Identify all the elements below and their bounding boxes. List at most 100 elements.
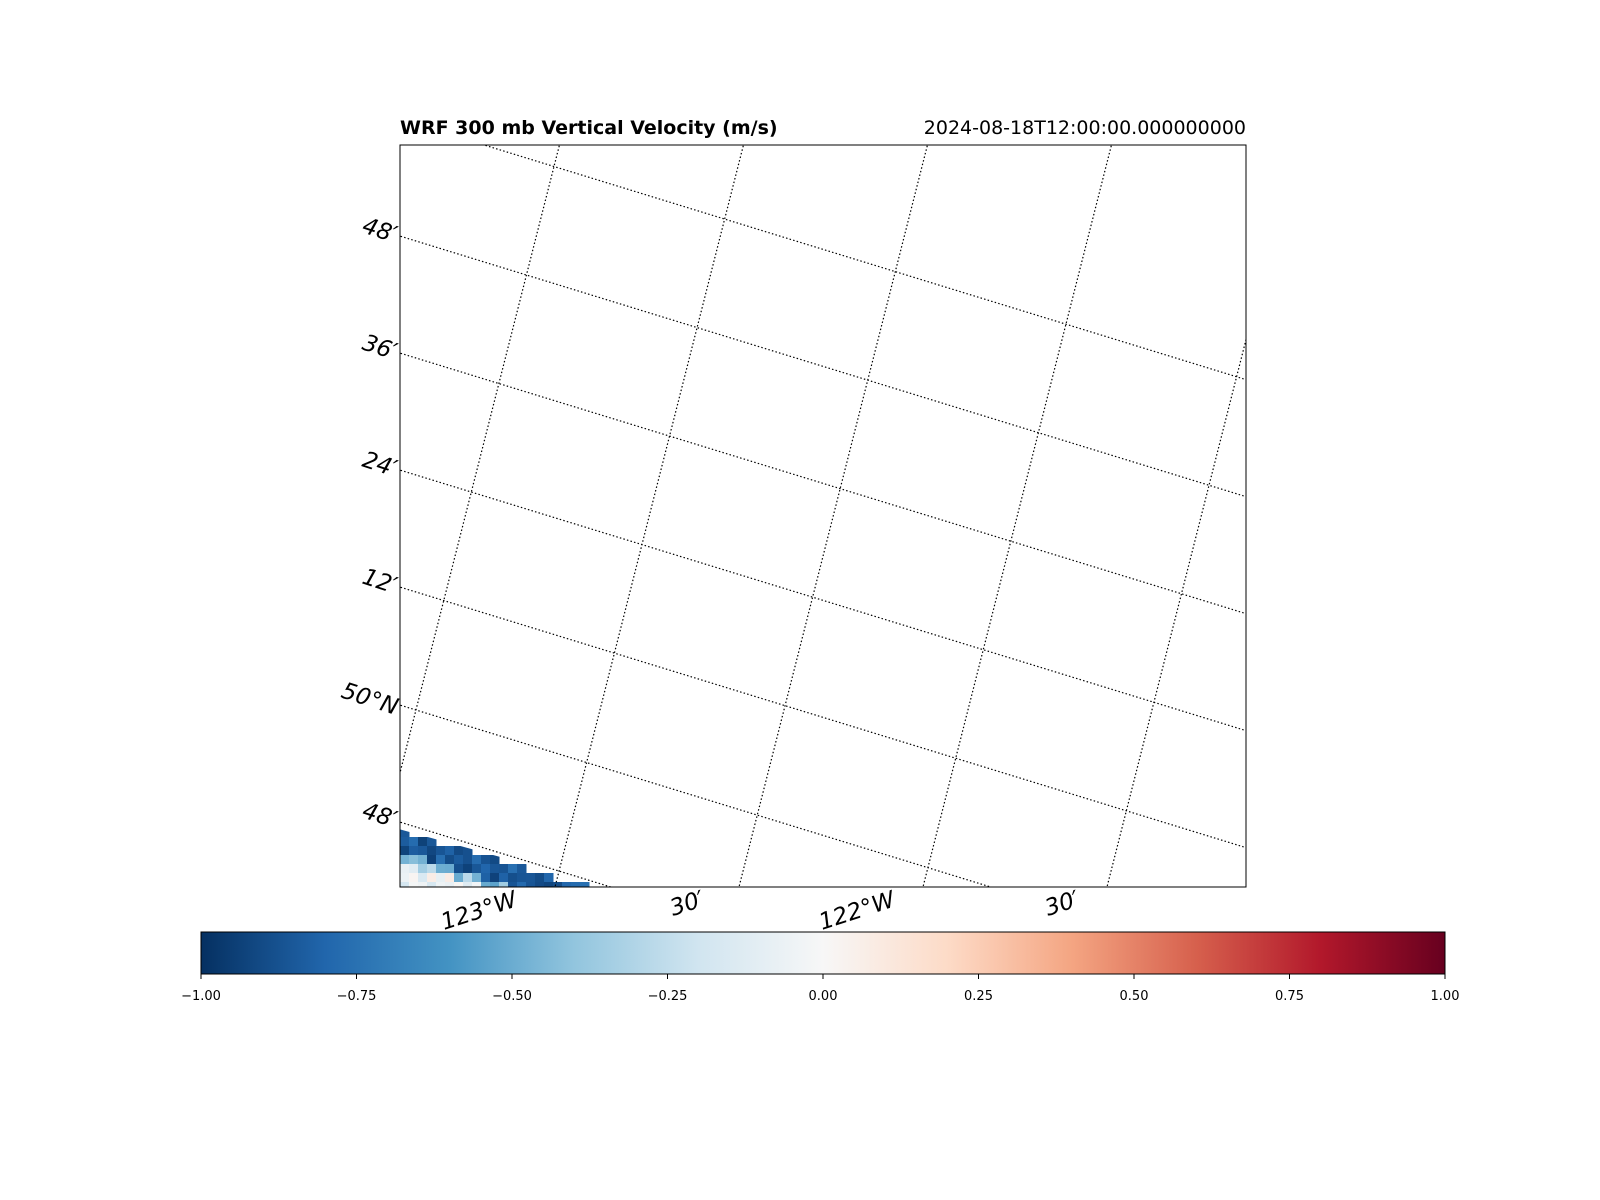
lat-label: 48′ <box>359 798 401 834</box>
field-cell <box>544 882 554 887</box>
field-cell <box>418 855 428 865</box>
field-cell <box>445 846 455 856</box>
field-cell <box>445 855 455 865</box>
colorbar-tick-label: 0.75 <box>1275 989 1304 1004</box>
field-cell <box>508 864 518 874</box>
field-cell <box>400 846 410 856</box>
field-cell <box>463 864 473 874</box>
plot-title: WRF 300 mb Vertical Velocity (m/s) <box>400 117 778 139</box>
field-cell <box>427 864 437 874</box>
field-cell <box>517 882 527 887</box>
field-cell <box>580 882 590 887</box>
field-cell <box>427 837 437 847</box>
colorbar <box>201 932 1445 974</box>
parallel-line <box>400 821 613 887</box>
field-cell <box>454 882 464 887</box>
field-cell <box>472 855 482 865</box>
field-cell <box>481 864 491 874</box>
colorbar-tick-label: 0.25 <box>964 989 993 1004</box>
field-cell <box>454 846 464 856</box>
field-cell <box>400 837 410 847</box>
field-cell <box>454 873 464 883</box>
field-cell <box>400 855 410 865</box>
lon-label: 30′ <box>1042 886 1084 922</box>
field-cell <box>508 873 518 883</box>
meridian-line <box>554 145 745 887</box>
field-cell <box>454 864 464 874</box>
parallel-line <box>400 352 1246 615</box>
field-cell <box>472 882 482 887</box>
parallel-line <box>400 704 993 887</box>
field-cell <box>409 873 419 883</box>
field-cell <box>562 882 572 887</box>
field-cell <box>445 873 455 883</box>
lat-label: 12′ <box>359 564 401 600</box>
field-cell <box>517 873 527 883</box>
field-cell <box>436 864 446 874</box>
colorbar-tick-label: −0.75 <box>336 989 377 1004</box>
colorbar-ticks <box>200 974 1446 979</box>
field-cell <box>490 882 500 887</box>
field-cell <box>481 855 491 865</box>
velocity-field <box>400 145 1246 887</box>
timestamp: 2024-08-18T12:00:00.000000000 <box>923 117 1246 139</box>
field-cell <box>400 873 410 883</box>
field-cell <box>418 864 428 874</box>
field-cell <box>445 864 455 874</box>
field-cell <box>427 873 437 883</box>
lat-label: 50°N <box>338 678 401 721</box>
colorbar-tick-label: −0.50 <box>492 989 532 1004</box>
field-cell <box>499 873 509 883</box>
lon-label: 30′ <box>667 886 709 922</box>
field-cell <box>571 882 581 887</box>
field-cell <box>400 882 410 887</box>
lat-label: 24′ <box>359 447 401 483</box>
field-cell <box>418 882 428 887</box>
lon-label: 122°W <box>816 886 900 935</box>
field-cell <box>427 855 437 865</box>
field-cell <box>463 855 473 865</box>
field-mask <box>400 145 1246 887</box>
field-cell <box>544 873 554 883</box>
field-cell <box>463 846 473 856</box>
meridian-line <box>400 145 561 776</box>
field-cell <box>463 873 473 883</box>
field-cell <box>508 882 518 887</box>
field-cell <box>535 873 545 883</box>
lat-label: 48′ <box>359 213 401 249</box>
field-cell <box>400 828 410 838</box>
field-cell <box>436 882 446 887</box>
field-cell <box>418 837 428 847</box>
field-cell <box>436 855 446 865</box>
field-cell <box>535 882 545 887</box>
parallel-line <box>400 235 1246 498</box>
field-cell <box>499 882 509 887</box>
field-cell <box>409 864 419 874</box>
colorbar-tick-label: −0.25 <box>647 989 688 1004</box>
lat-label: 36′ <box>359 330 401 366</box>
field-cell <box>436 846 446 856</box>
field-cell <box>436 873 446 883</box>
field-cell <box>409 837 419 847</box>
map-frame <box>399 144 1247 888</box>
field-cell <box>463 882 473 887</box>
lat-labels: 48′ 36′ 24′ 12′ 50°N 48′ <box>338 213 401 834</box>
field-cell <box>418 846 428 856</box>
field-cell <box>472 864 482 874</box>
field-cell <box>409 855 419 865</box>
field-cell <box>490 855 500 865</box>
field-cell <box>526 882 536 887</box>
field-cell <box>499 864 509 874</box>
field-cell <box>472 873 482 883</box>
parallel-line <box>400 469 1246 732</box>
colorbar-tick-label: 1.00 <box>1430 989 1460 1004</box>
parallel-line <box>400 586 1246 849</box>
graticule <box>400 145 1246 887</box>
field-cell <box>490 873 500 883</box>
field-cell <box>526 873 536 883</box>
colorbar-tick-label: −1.00 <box>181 989 221 1004</box>
colorbar-tick-label: 0.50 <box>1119 989 1149 1004</box>
meridian-line <box>922 145 1113 887</box>
field-cell <box>409 846 419 856</box>
